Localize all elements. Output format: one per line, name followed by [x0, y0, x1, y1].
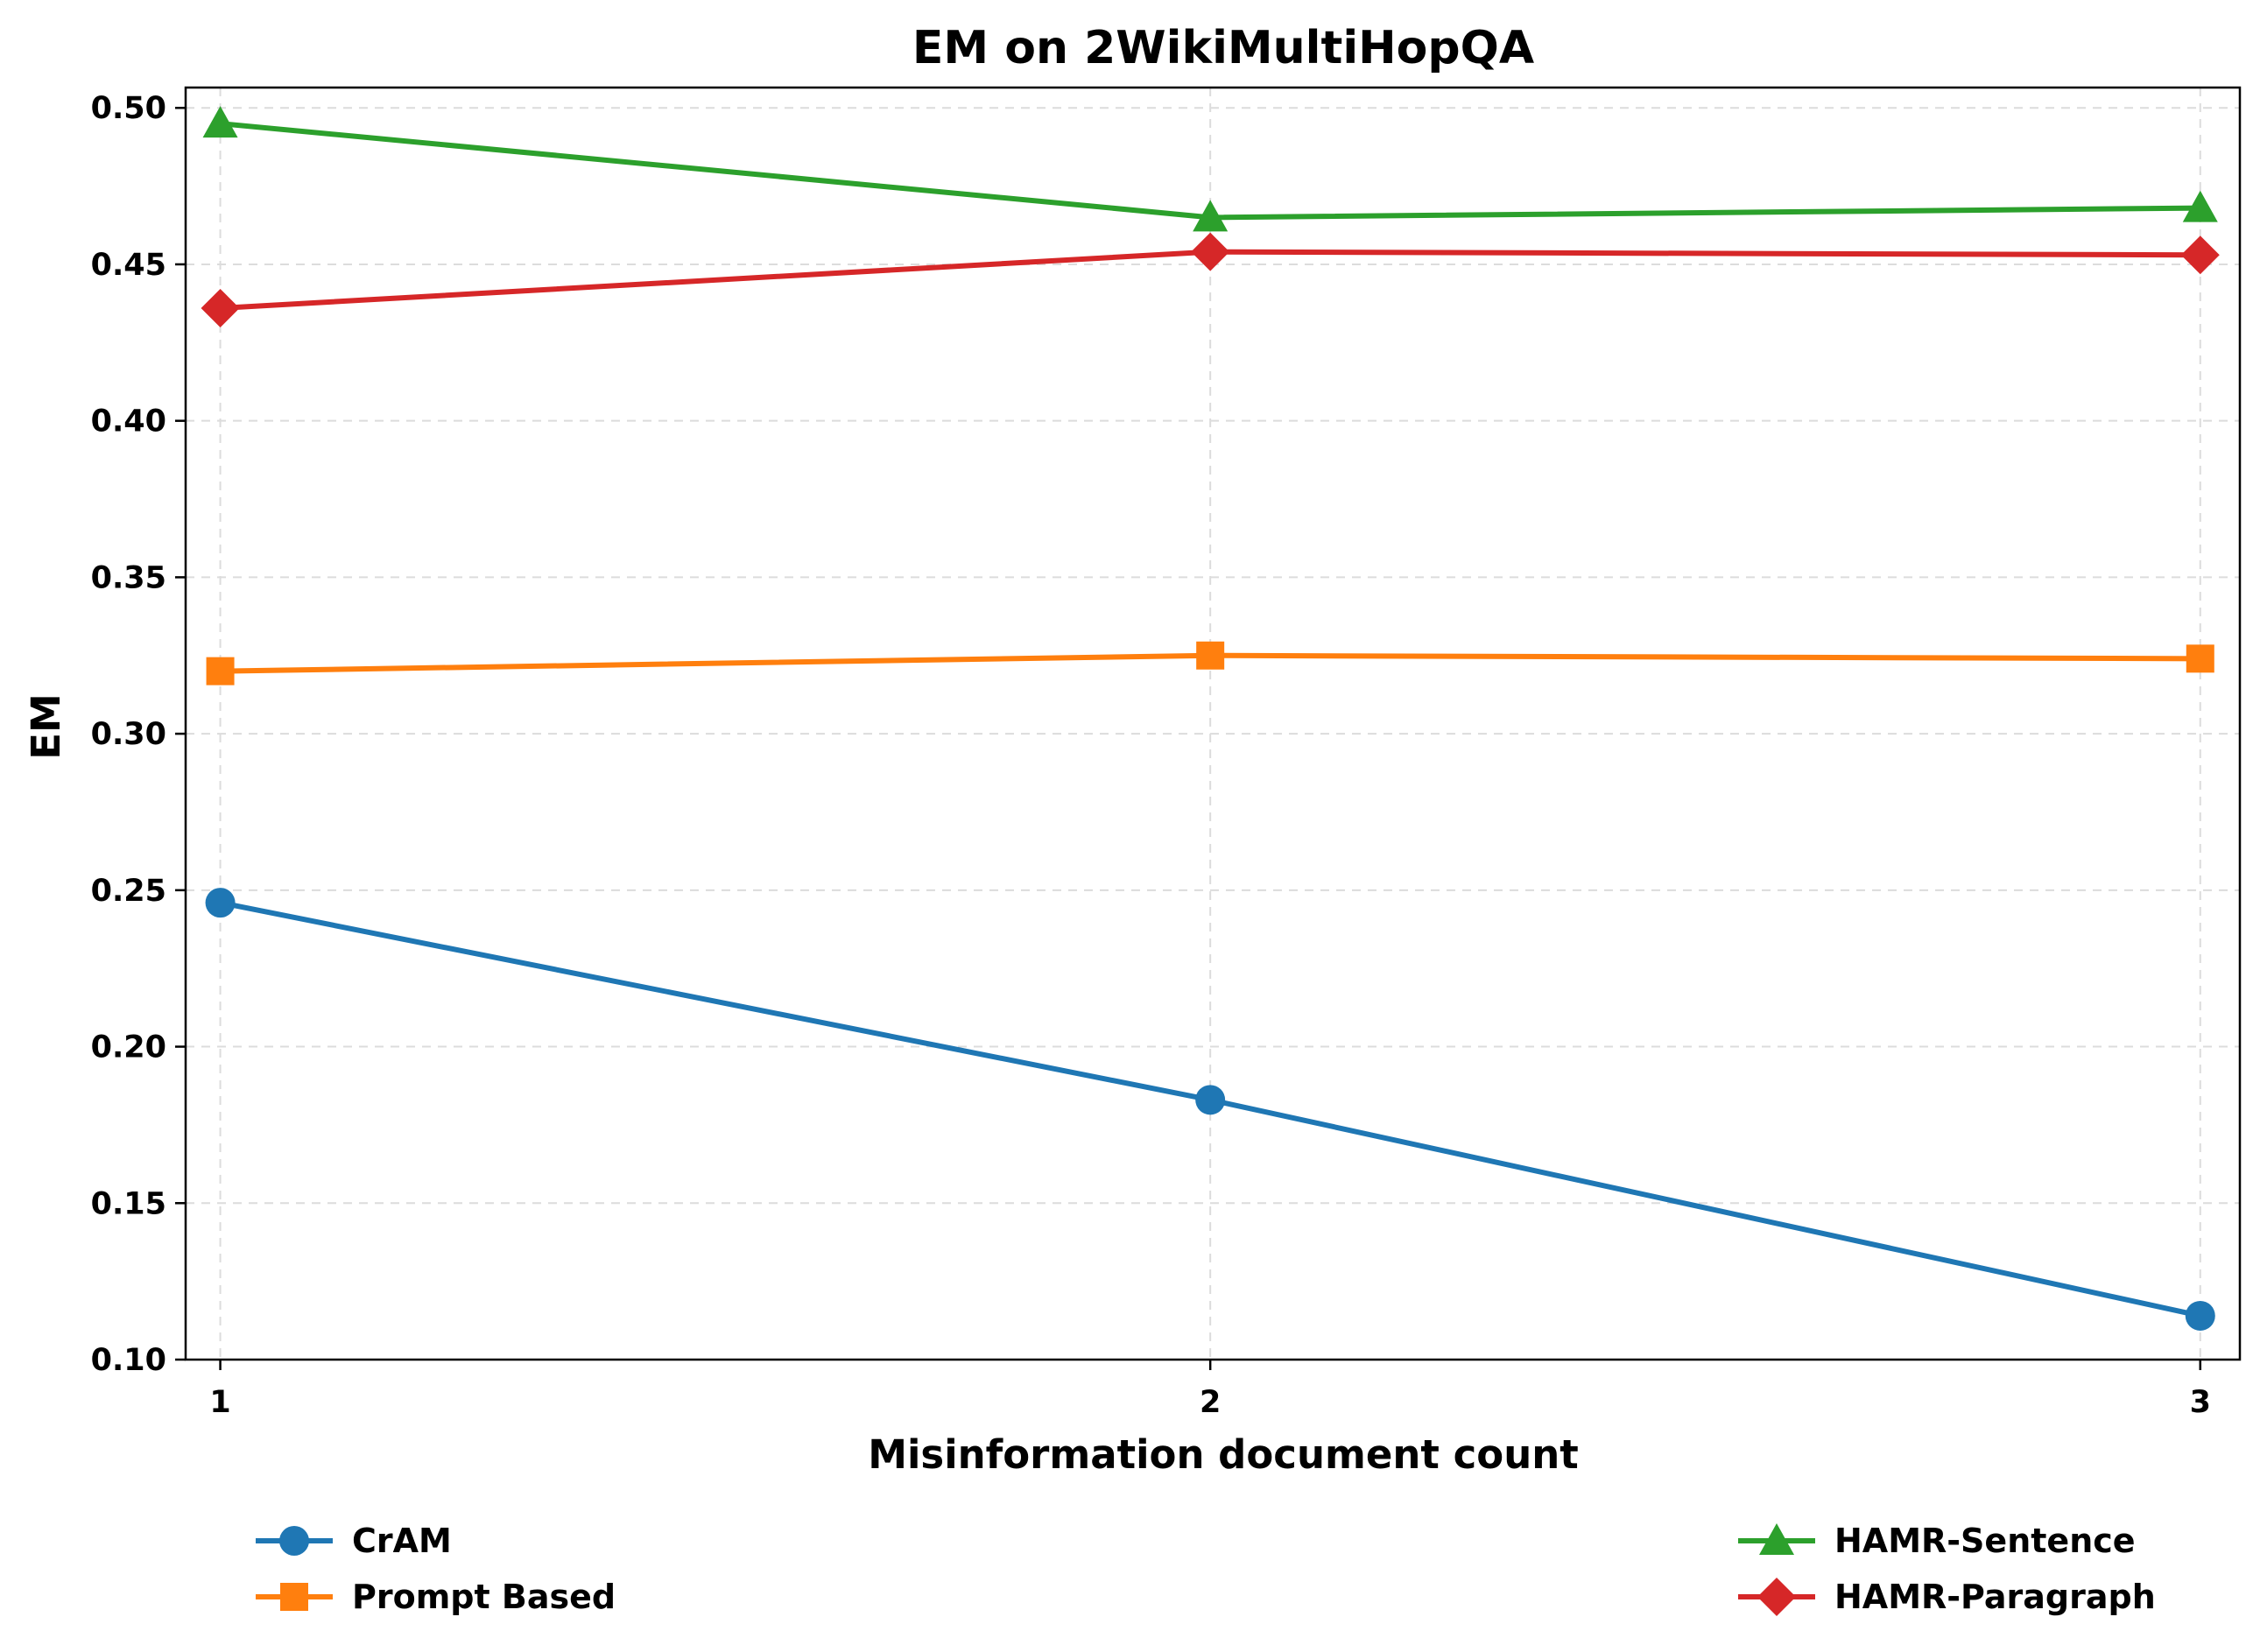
- chart-title: EM on 2WikiMultiHopQA: [912, 22, 1534, 74]
- data-point-cram: [205, 888, 236, 918]
- legend: CrAM Prompt Based HAMR-Sentence HAMR-Paragr…: [256, 1522, 2156, 1616]
- data-point-prompt-based: [206, 657, 235, 685]
- y-tick-label: 0.40: [91, 404, 166, 439]
- x-tick-label: 1: [209, 1385, 230, 1420]
- legend-label: HAMR-Sentence: [1834, 1522, 2136, 1560]
- y-tick-label: 0.30: [91, 717, 166, 752]
- y-tick-label: 0.35: [91, 560, 166, 595]
- plot-frame: [184, 86, 2242, 1361]
- data-point-hamr-sentence: [202, 106, 238, 138]
- y-tick-label: 0.10: [91, 1343, 166, 1378]
- y-tick-label: 0.15: [91, 1186, 166, 1221]
- axes: 0.10 0.15 0.20 0.25 0.30 0.35 0.40 0.45 0.50 1 2 3: [91, 86, 2242, 1420]
- data-point-hamr-paragraph: [201, 288, 240, 327]
- legend-item-prompt-based: Prompt Based: [256, 1578, 616, 1616]
- y-tick-label: 0.20: [91, 1030, 166, 1065]
- series-layer: [201, 106, 2220, 1331]
- data-point-hamr-paragraph: [2180, 235, 2220, 275]
- data-point-hamr-paragraph: [1191, 232, 1230, 271]
- x-axis-label: Misinformation document count: [868, 1431, 1579, 1478]
- series-hamr-sentence: [202, 106, 2218, 232]
- legend-label: Prompt Based: [352, 1578, 616, 1616]
- legend-marker: [280, 1583, 308, 1611]
- series-hamr-paragraph: [201, 232, 2220, 327]
- legend-item-cram: CrAM: [256, 1522, 452, 1560]
- data-point-prompt-based: [2186, 644, 2214, 673]
- legend-marker: [279, 1526, 309, 1556]
- y-tick-label: 0.25: [91, 874, 166, 909]
- y-tick-label: 0.50: [91, 91, 166, 126]
- data-point-cram: [2185, 1300, 2215, 1331]
- series-cram: [205, 888, 2215, 1331]
- grid-lines: [186, 88, 2240, 1360]
- legend-marker: [1759, 1523, 1794, 1555]
- legend-item-hamr-sentence: HAMR-Sentence: [1738, 1522, 2136, 1560]
- y-axis-label: EM: [23, 693, 69, 760]
- y-tick-label: 0.45: [91, 248, 166, 283]
- data-point-hamr-sentence: [2182, 190, 2218, 222]
- legend-item-hamr-paragraph: HAMR-Paragraph: [1738, 1578, 2156, 1616]
- series-prompt-based: [206, 641, 2214, 685]
- x-tick-label: 2: [1200, 1385, 1221, 1420]
- legend-marker: [1757, 1578, 1796, 1616]
- x-tick-label: 3: [2190, 1385, 2211, 1420]
- data-point-hamr-sentence: [1193, 200, 1229, 232]
- legend-label: CrAM: [352, 1522, 452, 1560]
- data-point-prompt-based: [1196, 641, 1225, 670]
- data-point-cram: [1195, 1085, 1226, 1115]
- legend-label: HAMR-Paragraph: [1834, 1578, 2156, 1616]
